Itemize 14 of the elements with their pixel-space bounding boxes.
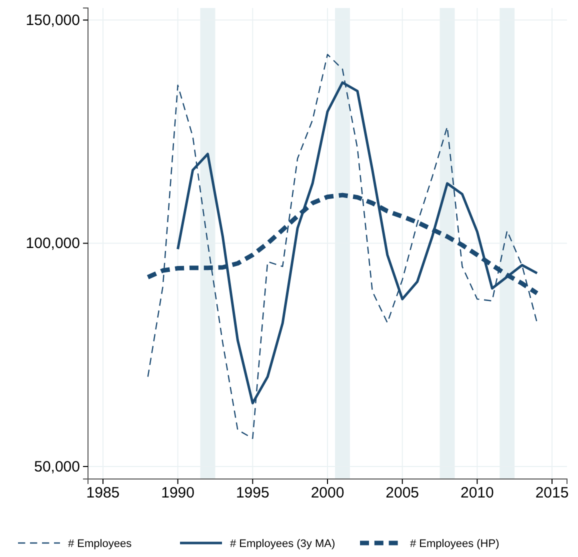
y-tick-label: 100,000 [26, 235, 80, 252]
x-tick-label: 1990 [161, 484, 194, 502]
x-tick-label: 1995 [236, 484, 270, 502]
x-tick-label: 2005 [386, 484, 420, 502]
y-tick-label: 150,000 [26, 12, 80, 29]
y-tick-label: 50,000 [34, 458, 80, 476]
legend-label: # Employees (3y MA) [230, 538, 336, 550]
legend-label: # Employees [68, 538, 132, 550]
x-tick-label: 2000 [310, 484, 344, 502]
line-series [147, 54, 538, 439]
legend-label: # Employees (HP) [410, 538, 500, 550]
x-tick-label: 1985 [86, 484, 120, 502]
x-tick-label: 2015 [535, 484, 569, 502]
x-tick-label: 2010 [460, 484, 494, 502]
